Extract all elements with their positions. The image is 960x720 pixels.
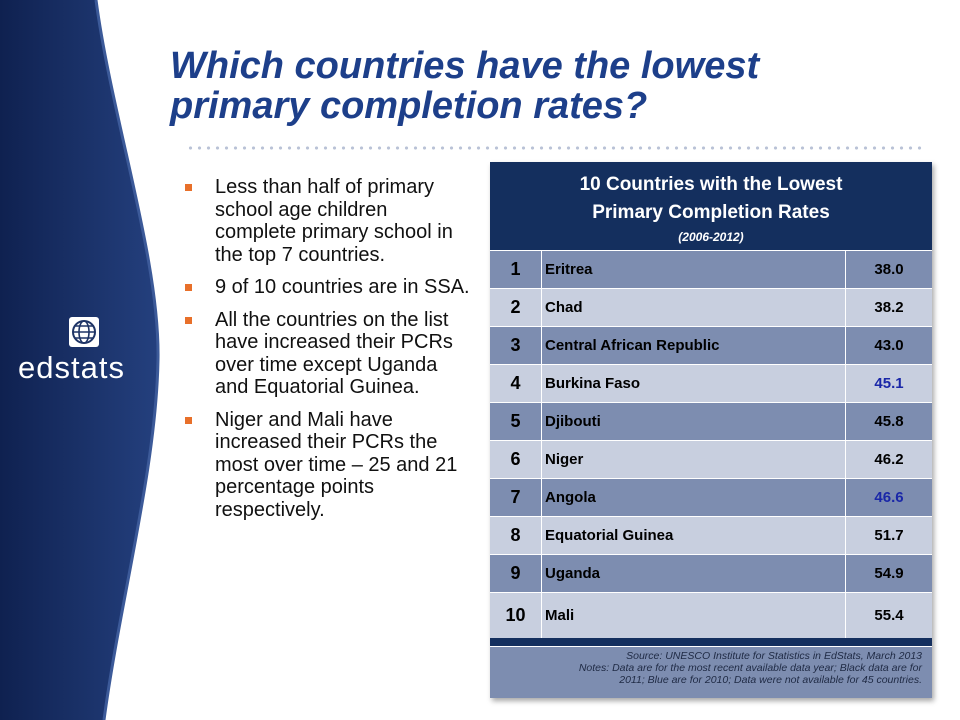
table-row: 5 Djibouti 45.8 xyxy=(490,402,932,440)
value-cell: 38.2 xyxy=(874,299,904,316)
source-line-2: Notes: Data are for the most recent avai… xyxy=(578,662,922,674)
country-cell: Niger xyxy=(542,441,846,478)
table-row: 4 Burkina Faso 45.1 xyxy=(490,364,932,402)
rank-cell: 1 xyxy=(490,251,542,288)
table-row: 10 Mali 55.4 xyxy=(490,592,932,638)
ranking-table: 10 Countries with the Lowest Primary Com… xyxy=(490,162,932,698)
rank-cell: 9 xyxy=(490,555,542,592)
country-cell: Central African Republic xyxy=(542,327,846,364)
table-row: 9 Uganda 54.9 xyxy=(490,554,932,592)
value-cell: 45.8 xyxy=(874,413,904,430)
table-body: 1 Eritrea 38.0 2 Chad 38.2 3 Central Afr… xyxy=(490,250,932,638)
bullet-list: Less than half of primary school age chi… xyxy=(184,176,474,531)
source-line-1: Source: UNESCO Institute for Statistics … xyxy=(626,650,922,662)
bullet-marker xyxy=(185,284,192,291)
rank-cell: 4 xyxy=(490,365,542,402)
bullet-item: 9 of 10 countries are in SSA. xyxy=(184,276,474,299)
bullet-marker xyxy=(185,416,192,424)
table-title-line-2: Primary Completion Rates xyxy=(592,202,830,223)
rank-cell: 2 xyxy=(490,289,542,326)
table-row: 2 Chad 38.2 xyxy=(490,288,932,326)
bullet-marker xyxy=(185,316,192,324)
country-cell: Angola xyxy=(542,479,846,516)
table-header: 10 Countries with the Lowest Primary Com… xyxy=(490,162,932,250)
bullet-item: All the countries on the list have incre… xyxy=(184,309,474,399)
value-cell: 38.0 xyxy=(874,261,904,278)
country-cell: Mali xyxy=(542,593,846,638)
rank-cell: 10 xyxy=(490,593,542,638)
bullet-text: 9 of 10 countries are in SSA. xyxy=(215,276,470,298)
rank-cell: 8 xyxy=(490,517,542,554)
value-cell: 43.0 xyxy=(874,337,904,354)
title-line-1: Which countries have the lowest xyxy=(170,45,760,87)
table-row: 1 Eritrea 38.0 xyxy=(490,250,932,288)
value-cell: 54.9 xyxy=(874,565,904,582)
value-cell: 55.4 xyxy=(874,607,904,624)
table-source-note: Source: UNESCO Institute for Statistics … xyxy=(490,646,932,698)
rank-cell: 3 xyxy=(490,327,542,364)
country-cell: Uganda xyxy=(542,555,846,592)
table-title-line-1: 10 Countries with the Lowest xyxy=(579,174,843,195)
dotted-divider xyxy=(186,146,926,150)
value-cell: 51.7 xyxy=(874,527,904,544)
bullet-item: Niger and Mali have increased their PCRs… xyxy=(184,409,474,522)
rank-cell: 7 xyxy=(490,479,542,516)
rank-cell: 5 xyxy=(490,403,542,440)
globe-icon xyxy=(69,317,99,347)
table-row: 3 Central African Republic 43.0 xyxy=(490,326,932,364)
logo-wordmark: edstats xyxy=(18,350,125,385)
country-cell: Equatorial Guinea xyxy=(542,517,846,554)
country-cell: Eritrea xyxy=(542,251,846,288)
table-years: (2006-2012) xyxy=(678,230,744,244)
bullet-text: Niger and Mali have increased their PCRs… xyxy=(215,408,458,521)
bullet-text: Less than half of primary school age chi… xyxy=(215,176,453,266)
rank-cell: 6 xyxy=(490,441,542,478)
country-cell: Chad xyxy=(542,289,846,326)
slide-title: Which countries have the lowest primary … xyxy=(170,46,930,126)
source-line-3: 2011; Blue are for 2010; Data were not a… xyxy=(619,674,922,686)
value-cell: 46.2 xyxy=(874,451,904,468)
title-line-2: primary completion rates? xyxy=(170,85,648,127)
side-band-swoosh xyxy=(0,0,160,720)
value-cell: 45.1 xyxy=(874,375,904,392)
bullet-item: Less than half of primary school age chi… xyxy=(184,176,474,266)
country-cell: Burkina Faso xyxy=(542,365,846,402)
bullet-text: All the countries on the list have incre… xyxy=(215,308,453,399)
value-cell: 46.6 xyxy=(874,489,904,506)
table-row: 7 Angola 46.6 xyxy=(490,478,932,516)
table-row: 6 Niger 46.2 xyxy=(490,440,932,478)
bullet-marker xyxy=(185,184,192,191)
country-cell: Djibouti xyxy=(542,403,846,440)
table-row: 8 Equatorial Guinea 51.7 xyxy=(490,516,932,554)
